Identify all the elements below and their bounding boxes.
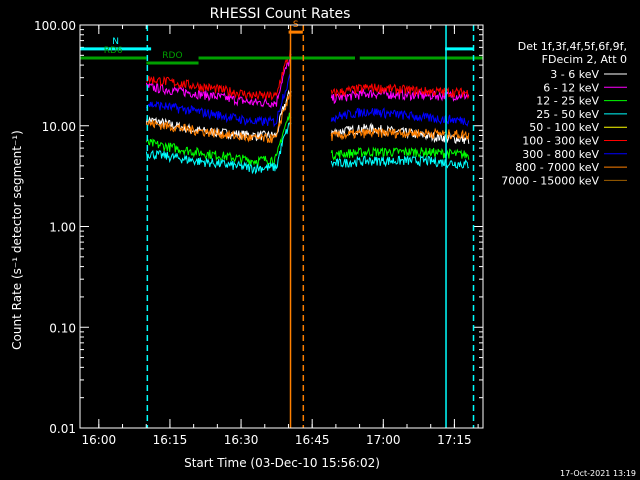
- series-line-6: [145, 73, 292, 128]
- series-line-6: [330, 107, 470, 127]
- series-line-3: [330, 154, 470, 170]
- legend-label: 800 - 7000 keV: [515, 161, 599, 174]
- x-tick-label: 17:15: [437, 433, 472, 447]
- series-line-5: [146, 49, 292, 101]
- x-tick-label: 16:00: [82, 433, 117, 447]
- y-axis-label: Count Rate (s⁻¹ detector segment⁻¹): [10, 130, 24, 350]
- legend-label: 3 - 6 keV: [550, 68, 599, 81]
- series-line-2: [145, 112, 292, 167]
- legend-label: 12 - 25 keV: [536, 95, 599, 108]
- legend-header: Det 1f,3f,4f,5f,6f,9f,: [518, 40, 627, 53]
- x-tick-label: 16:30: [224, 433, 259, 447]
- legend-label: 7000 - 15000 keV: [501, 174, 599, 187]
- series-line-2: [330, 146, 470, 161]
- legend-label: 300 - 800 keV: [522, 148, 599, 161]
- legend-header: FDecim 2, Att 0: [542, 53, 627, 66]
- annotation-label: RDO: [162, 51, 182, 61]
- legend-label: 50 - 100 keV: [529, 121, 599, 134]
- axis-ticks: 100.00 10.00 1.00 0.10 0.01 16:00 16:15 16:30 16…: [34, 19, 483, 447]
- annotation-label: RD6: [104, 46, 123, 56]
- y-tick-label: 0.10: [49, 321, 76, 335]
- y-tick-label: 0.01: [49, 422, 76, 436]
- y-tick-label: 100.00: [34, 19, 76, 33]
- legend-label: 25 - 50 keV: [536, 108, 599, 121]
- series-layer: [145, 49, 470, 175]
- series-line-3: [145, 122, 292, 175]
- legend-label: 100 - 300 keV: [522, 135, 599, 148]
- x-tick-label: 17:00: [366, 433, 401, 447]
- x-tick-label: 16:15: [153, 433, 188, 447]
- x-axis-label: Start Time (03-Dec-10 15:56:02): [184, 456, 380, 470]
- annotation-label: N: [112, 37, 119, 47]
- series-line-7: [145, 91, 292, 144]
- x-tick-label: 16:45: [295, 433, 330, 447]
- timestamp: 17-Oct-2021 13:19: [560, 469, 636, 478]
- series-line-1: [145, 53, 292, 109]
- chart-title: RHESSI Count Rates: [210, 6, 351, 22]
- y-tick-label: 10.00: [42, 120, 76, 134]
- legend-label: 6 - 12 keV: [543, 81, 599, 94]
- plot-frame: [79, 24, 484, 429]
- legend: Det 1f,3f,4f,5f,6f,9f,FDecim 2, Att 0 3 -…: [501, 40, 627, 187]
- y-tick-label: 1.00: [49, 221, 76, 235]
- y-axis-label-text: Count Rate (s⁻¹ detector segment⁻¹): [10, 130, 24, 350]
